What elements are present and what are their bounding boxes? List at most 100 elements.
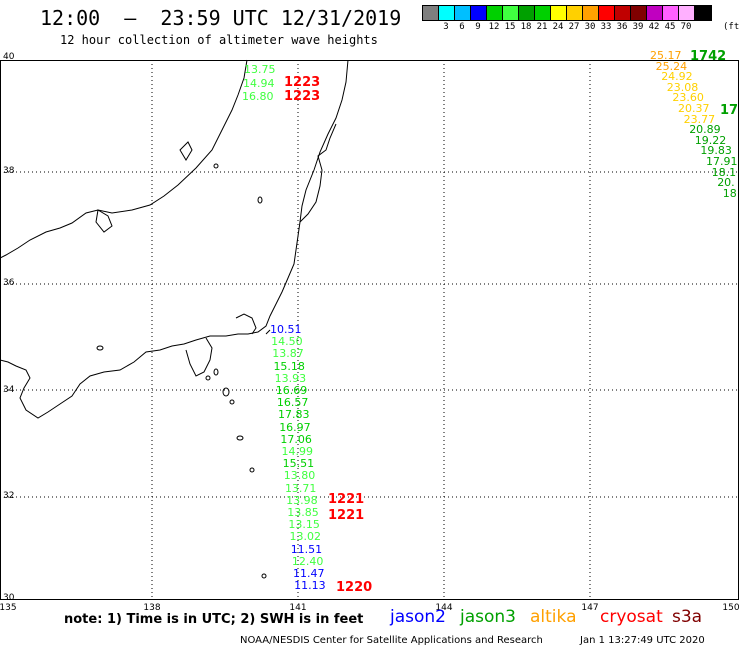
- page-subtitle: 12 hour collection of altimeter wave hei…: [60, 33, 378, 47]
- colorbar-label: 30: [584, 22, 596, 32]
- wave-height-value: 13.93: [274, 371, 307, 385]
- footer-timestamp: Jan 1 13:27:49 UTC 2020: [580, 635, 705, 646]
- wave-height-value: 16.97: [279, 420, 311, 434]
- lon-label: 144: [435, 603, 453, 613]
- lon-label: 135: [0, 603, 17, 613]
- track-time: 1742: [690, 49, 727, 64]
- wave-height-value: 13.80: [283, 469, 316, 483]
- colorbar-swatch: [535, 6, 551, 20]
- lon-label: 141: [289, 603, 307, 613]
- track-time: 1220: [336, 580, 373, 595]
- wave-height-value: 13.75: [244, 63, 276, 76]
- colorbar-swatch: [583, 6, 599, 20]
- wave-height-value: 20.: [717, 176, 735, 190]
- colorbar-swatch: [567, 6, 583, 20]
- lat-label: 38: [3, 166, 15, 176]
- colorbar-swatch: [455, 6, 471, 20]
- japan-coastline: [0, 59, 349, 419]
- colorbar-swatch: [519, 6, 535, 20]
- wave-height-value: 20.89: [689, 123, 721, 137]
- colorbar-labels: 3 6 9 12 15 18 21 24 27 30 33 36 39 42 45 70: [422, 22, 740, 34]
- lat-label: 30: [3, 593, 15, 603]
- colorbar-swatch: [503, 6, 519, 20]
- wave-height-value: 17.83: [278, 408, 310, 422]
- colorbar-swatch: [599, 6, 615, 20]
- page-title: 12:00 — 23:59 UTC 12/31/2019: [40, 6, 402, 30]
- colorbar-swatch: [631, 6, 647, 20]
- island: [213, 368, 219, 376]
- wave-height-value: 10.51: [270, 323, 302, 336]
- wave-height-value: 23.77: [683, 112, 716, 126]
- colorbar-swatch: [663, 6, 679, 20]
- wave-height-value: 14.94: [243, 76, 275, 90]
- colorbar-label: 6: [459, 22, 465, 32]
- wave-height-value: 23.60: [672, 91, 704, 105]
- map-frame: [0, 60, 739, 600]
- wave-height-value: 11.47: [293, 567, 325, 580]
- wave-height-value: 13.87: [272, 347, 304, 361]
- satellite-s3a: s3a: [672, 607, 703, 627]
- island: [249, 467, 255, 473]
- colorbar-label: 21: [536, 22, 548, 32]
- island: [229, 399, 235, 405]
- wave-height-value: 16.80: [242, 90, 274, 103]
- colorbar-label: 70: [680, 22, 692, 32]
- noto-peninsula-coast: [95, 209, 113, 233]
- colorbar-swatch: [615, 6, 631, 20]
- colorbar-unit: (ft): [723, 22, 740, 32]
- wave-height-value: 15.18: [273, 359, 305, 373]
- satellite-altika: altika: [530, 607, 577, 627]
- satellite-jason2: jason2: [390, 607, 446, 627]
- wave-height-value: 11.51: [290, 542, 323, 556]
- lat-label: 32: [3, 491, 15, 501]
- island: [96, 345, 104, 351]
- wave-height-colorbar: [422, 5, 712, 21]
- colorbar-label: 42: [648, 22, 660, 32]
- colorbar-swatch: [487, 6, 503, 20]
- wave-height-value: 14.50: [271, 335, 303, 349]
- graticule: [0, 60, 740, 600]
- colorbar-label: 39: [632, 22, 644, 32]
- wave-height-value: 13.71: [284, 481, 317, 495]
- wave-height-value: 16.69: [275, 384, 308, 397]
- island: [236, 435, 244, 441]
- tohoku-coast: [299, 123, 337, 223]
- island: [257, 196, 263, 204]
- colorbar-label: 9: [475, 22, 481, 32]
- wave-height-value: 20.37: [678, 102, 710, 115]
- wave-height-value: 25.17: [650, 49, 682, 62]
- colorbar-swatch: [439, 6, 455, 20]
- island: [213, 163, 219, 169]
- wave-height-value: 23.08: [666, 80, 699, 94]
- wave-height-value: 25.24: [655, 59, 688, 73]
- lon-label: 150: [722, 603, 740, 613]
- wave-height-value: 24.92: [661, 70, 693, 84]
- wave-height-value: 16.57: [276, 396, 309, 410]
- colorbar-label: 36: [616, 22, 628, 32]
- colorbar-swatch: [679, 6, 695, 20]
- wave-height-value: 17.06: [280, 432, 312, 446]
- lat-label: 40: [3, 52, 15, 62]
- colorbar-label: 15: [504, 22, 516, 32]
- track-time: 17: [720, 103, 739, 118]
- wave-height-value: 14.99: [281, 445, 314, 458]
- lon-label: 138: [143, 603, 161, 613]
- island: [222, 387, 230, 397]
- colorbar-label: 3: [443, 22, 449, 32]
- lat-label: 36: [3, 278, 15, 288]
- colorbar-swatch: [423, 6, 439, 20]
- satellite-jason3: jason3: [460, 607, 516, 627]
- colorbar-label: 45: [664, 22, 676, 32]
- colorbar-label: 24: [552, 22, 564, 32]
- island: [261, 573, 267, 579]
- colorbar-swatch: [551, 6, 567, 20]
- colorbar-label: 27: [568, 22, 580, 32]
- izu-islands: [96, 163, 267, 579]
- colorbar-label: 12: [488, 22, 500, 32]
- island: [205, 375, 211, 381]
- wave-height-value: 18.1: [711, 165, 737, 179]
- footer-credit: NOAA/NESDIS Center for Satellite Applica…: [240, 635, 543, 646]
- wave-height-value: 15.51: [282, 457, 315, 471]
- wave-height-value: 12.40: [291, 554, 324, 568]
